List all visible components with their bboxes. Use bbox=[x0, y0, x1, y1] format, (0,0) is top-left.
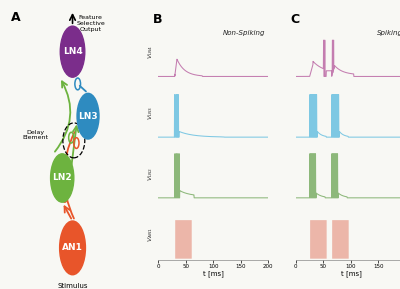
Text: Spiking: Spiking bbox=[377, 30, 400, 36]
X-axis label: t [ms]: t [ms] bbox=[203, 271, 224, 277]
Text: Stimulus: Stimulus bbox=[57, 283, 88, 289]
Text: Delay
Element: Delay Element bbox=[22, 129, 48, 140]
Text: A: A bbox=[10, 11, 20, 24]
Circle shape bbox=[50, 154, 74, 202]
Circle shape bbox=[60, 26, 85, 77]
Y-axis label: $V_{LN3}$: $V_{LN3}$ bbox=[146, 105, 156, 120]
X-axis label: t [ms]: t [ms] bbox=[340, 271, 361, 277]
Text: Non-Spiking: Non-Spiking bbox=[222, 30, 265, 36]
Y-axis label: $V_{LN2}$: $V_{LN2}$ bbox=[146, 166, 156, 181]
Text: AN1: AN1 bbox=[62, 243, 83, 252]
Text: Feature
Selective
Output: Feature Selective Output bbox=[76, 15, 105, 32]
Y-axis label: $V_{AN1}$: $V_{AN1}$ bbox=[146, 227, 156, 242]
Y-axis label: $V_{LN4}$: $V_{LN4}$ bbox=[146, 45, 156, 59]
Circle shape bbox=[60, 221, 86, 275]
Text: LN2: LN2 bbox=[52, 173, 72, 182]
Text: LN4: LN4 bbox=[63, 47, 82, 56]
Text: B: B bbox=[153, 13, 162, 26]
Text: C: C bbox=[290, 13, 300, 26]
Text: LN3: LN3 bbox=[78, 112, 98, 121]
Circle shape bbox=[77, 93, 99, 139]
